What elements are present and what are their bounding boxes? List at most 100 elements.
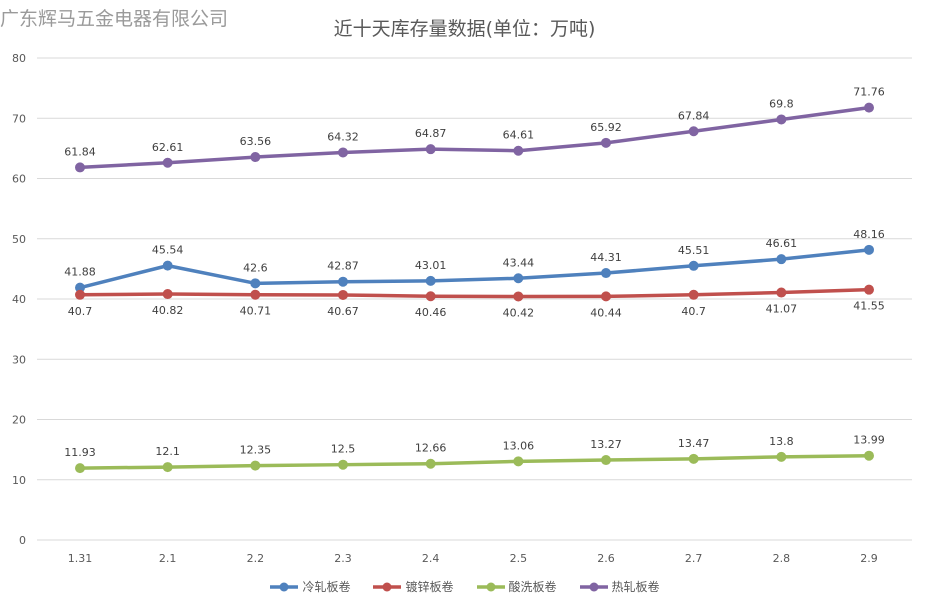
y-tick-label: 40 xyxy=(12,293,26,306)
data-label: 41.55 xyxy=(853,300,885,313)
data-label: 11.93 xyxy=(64,446,96,459)
data-point xyxy=(688,289,699,300)
y-tick-label: 10 xyxy=(12,474,26,487)
y-tick-label: 20 xyxy=(12,414,26,427)
data-point xyxy=(338,147,348,158)
data-point xyxy=(601,291,611,302)
data-point xyxy=(776,114,787,125)
data-label: 41.07 xyxy=(766,303,798,316)
data-point xyxy=(338,276,348,287)
data-label: 69.8 xyxy=(769,97,794,110)
data-point xyxy=(75,162,85,173)
legend-item: 酸洗板卷 xyxy=(476,578,557,595)
data-point xyxy=(250,278,261,289)
data-label: 40.7 xyxy=(68,305,93,318)
y-tick-label: 0 xyxy=(19,534,26,547)
x-tick-label: 2.5 xyxy=(510,552,528,565)
data-point xyxy=(513,273,524,284)
data-point xyxy=(688,453,699,464)
data-point xyxy=(688,260,699,271)
data-label: 12.1 xyxy=(155,445,180,458)
data-label: 64.87 xyxy=(415,127,447,140)
watermark-text: 广东辉马五金电器有限公司 xyxy=(0,8,229,30)
data-label: 40.42 xyxy=(503,306,535,319)
x-tick-label: 2.6 xyxy=(597,552,615,565)
data-label: 64.32 xyxy=(327,130,359,143)
data-point xyxy=(425,275,436,286)
data-label: 71.76 xyxy=(853,86,885,99)
data-point xyxy=(688,126,699,137)
data-label: 40.67 xyxy=(327,305,359,318)
y-tick-label: 30 xyxy=(12,353,26,366)
data-point xyxy=(425,291,436,302)
data-label: 43.44 xyxy=(503,256,535,269)
data-point xyxy=(250,152,261,163)
x-tick-label: 2.3 xyxy=(334,552,352,565)
data-label: 46.61 xyxy=(766,237,798,250)
data-point xyxy=(162,289,173,300)
data-point xyxy=(513,456,524,467)
data-point xyxy=(776,287,787,298)
data-point xyxy=(250,460,261,471)
legend-label: 冷轧板卷 xyxy=(302,580,351,594)
data-label: 13.27 xyxy=(590,438,622,451)
data-label: 13.8 xyxy=(769,435,794,448)
legend-swatch xyxy=(270,582,299,591)
chart-legend: 冷轧板卷 镀锌板卷 酸洗板卷 热轧板卷 xyxy=(0,578,929,595)
x-tick-label: 2.9 xyxy=(860,552,878,565)
data-label: 61.84 xyxy=(64,145,96,158)
data-point xyxy=(338,459,348,470)
data-label: 12.66 xyxy=(415,442,447,455)
data-label: 12.5 xyxy=(331,443,356,456)
x-tick-label: 2.1 xyxy=(159,552,177,565)
data-label: 64.61 xyxy=(503,129,535,142)
data-point xyxy=(162,157,173,168)
data-point xyxy=(425,144,436,155)
data-label: 13.06 xyxy=(503,439,535,452)
data-label: 44.31 xyxy=(590,251,622,264)
data-label: 13.99 xyxy=(853,434,885,447)
data-label: 43.01 xyxy=(415,259,447,272)
legend-item: 冷轧板卷 xyxy=(269,578,350,595)
legend-swatch xyxy=(373,582,402,591)
data-label: 40.82 xyxy=(152,304,184,317)
data-label: 65.92 xyxy=(590,121,622,134)
legend-item: 热轧板卷 xyxy=(579,578,660,595)
data-label: 13.47 xyxy=(678,437,710,450)
data-point xyxy=(75,289,85,300)
series-line xyxy=(78,453,871,470)
data-point xyxy=(425,458,436,469)
data-label: 40.46 xyxy=(415,306,447,319)
x-tick-label: 2.8 xyxy=(773,552,791,565)
data-point xyxy=(162,260,173,271)
data-point xyxy=(864,450,874,461)
data-label: 62.61 xyxy=(152,141,184,154)
data-point xyxy=(338,289,348,300)
data-label: 40.71 xyxy=(240,305,272,318)
legend-label: 酸洗板卷 xyxy=(508,580,557,594)
data-label: 67.84 xyxy=(678,109,710,122)
legend-swatch xyxy=(579,582,608,591)
data-point xyxy=(601,137,611,148)
data-point xyxy=(864,284,874,295)
data-point xyxy=(513,145,524,156)
x-tick-label: 2.7 xyxy=(685,552,703,565)
data-label: 45.51 xyxy=(678,244,710,257)
series-line xyxy=(78,105,871,170)
x-tick-label: 2.2 xyxy=(247,552,265,565)
data-point xyxy=(776,451,787,462)
data-label: 45.54 xyxy=(152,244,184,257)
y-tick-label: 50 xyxy=(12,233,26,246)
data-label: 48.16 xyxy=(853,228,885,241)
data-point xyxy=(864,102,874,113)
y-tick-label: 60 xyxy=(12,173,26,186)
data-label: 40.44 xyxy=(590,306,622,319)
data-point xyxy=(250,289,261,300)
data-label: 41.88 xyxy=(64,266,96,279)
data-point xyxy=(601,455,611,466)
legend-label: 热轧板卷 xyxy=(611,580,660,594)
x-tick-label: 2.4 xyxy=(422,552,440,565)
y-tick-label: 80 xyxy=(12,52,26,65)
data-label: 12.35 xyxy=(240,444,272,457)
